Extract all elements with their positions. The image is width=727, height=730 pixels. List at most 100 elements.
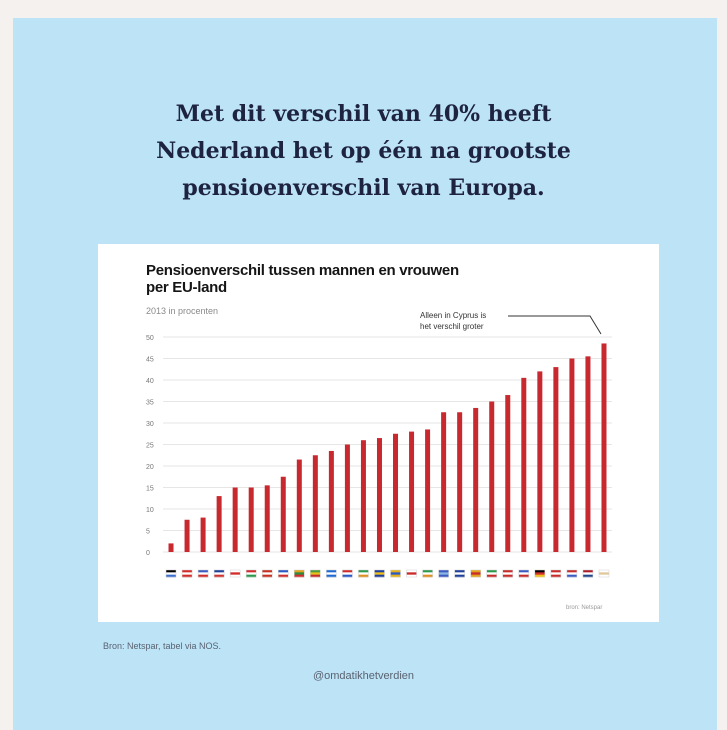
flag-stripe <box>534 570 545 573</box>
flag-stripe <box>182 572 193 575</box>
flag-stripe <box>566 570 577 573</box>
flag-stripe <box>502 570 513 573</box>
bar <box>393 433 399 552</box>
flag-stripe <box>598 570 609 573</box>
country-flag-icon <box>294 569 305 578</box>
flag-stripe <box>326 572 337 575</box>
flag-border <box>582 569 594 578</box>
flag-border <box>566 569 578 578</box>
flag-stripe <box>278 572 289 575</box>
flag-stripe <box>326 570 337 573</box>
country-flag-icon <box>390 569 401 578</box>
flag-stripe <box>550 574 561 578</box>
flag-border <box>358 569 369 578</box>
annotation-leader-line <box>508 315 602 335</box>
flag-stripe <box>294 574 305 578</box>
annotation-line-2: het verschil groter <box>420 322 484 331</box>
flag-stripe <box>406 572 417 575</box>
country-flag-icon <box>165 569 177 578</box>
flag-stripe <box>566 572 577 575</box>
country-flag-icon <box>470 569 481 578</box>
chart-subtitle: 2013 in procenten <box>146 306 219 316</box>
bar <box>216 496 222 552</box>
flag-stripe <box>518 574 529 578</box>
bar <box>521 377 527 552</box>
bar <box>569 358 575 552</box>
flag-stripe <box>438 574 449 578</box>
flag-stripe <box>182 570 193 573</box>
y-tick-label: 0 <box>146 550 150 557</box>
flag-stripe <box>390 572 401 575</box>
flag-border <box>518 569 530 578</box>
flag-border <box>197 569 209 578</box>
headline: Met dit verschil van 40% heeft Nederland… <box>0 96 727 207</box>
flag-stripe <box>422 574 433 578</box>
y-tick-label: 45 <box>146 357 154 364</box>
country-flag-icon <box>245 569 257 578</box>
flag-stripe <box>246 570 257 573</box>
flag-stripe <box>198 574 209 578</box>
flag-stripe <box>422 570 433 573</box>
flag-stripe <box>582 572 593 575</box>
flag-stripe <box>182 574 193 578</box>
country-flag-icon <box>486 569 497 578</box>
country-flag-icon <box>582 569 594 578</box>
flag-stripe <box>374 570 385 573</box>
headline-line-2: Nederland het op één na grootste <box>156 138 571 164</box>
flag-border <box>550 569 562 578</box>
chart-title-line-2: per EU-land <box>146 279 227 296</box>
flag-stripe <box>518 572 529 575</box>
country-flag-icon <box>197 569 209 578</box>
flag-border <box>229 569 241 578</box>
flag-stripe <box>342 572 353 575</box>
flag-border <box>486 569 497 578</box>
bar <box>312 455 318 552</box>
flag-border <box>438 569 449 578</box>
flag-stripe <box>310 570 321 573</box>
flag-border <box>165 569 177 578</box>
flag-stripe <box>438 572 449 575</box>
bar <box>553 367 559 552</box>
country-flag-icon <box>566 569 578 578</box>
flag-stripe <box>262 570 273 573</box>
country-flag-icon <box>422 569 433 578</box>
flag-stripe <box>374 574 385 578</box>
bar <box>232 487 238 552</box>
flag-stripe <box>310 572 321 575</box>
flag-border <box>261 569 273 578</box>
bar <box>585 356 591 552</box>
flag-stripe <box>550 570 561 573</box>
bar <box>473 407 479 552</box>
country-flag-icon <box>358 569 369 578</box>
flag-border <box>470 569 481 578</box>
headline-line-1: Met dit verschil van 40% heeft <box>175 101 552 127</box>
y-tick-label: 15 <box>146 486 154 493</box>
flag-stripe <box>358 574 369 578</box>
country-flag-icon <box>598 569 610 578</box>
flag-stripe <box>502 574 513 578</box>
chart-panel <box>98 244 659 622</box>
country-flag-icon <box>181 569 193 578</box>
bar <box>280 476 286 552</box>
y-tick-label: 30 <box>146 421 154 428</box>
flag-stripe <box>246 574 257 578</box>
y-tick-label: 20 <box>146 464 154 471</box>
bar <box>344 444 350 552</box>
country-flag-icon <box>342 569 353 578</box>
flag-stripe <box>534 572 545 575</box>
flag-stripe <box>598 572 609 575</box>
flag-stripe <box>262 572 273 575</box>
bar <box>376 438 382 552</box>
flag-border <box>310 569 321 578</box>
flag-stripe <box>502 572 513 575</box>
flag-stripe <box>358 570 369 573</box>
flag-stripe <box>406 570 417 573</box>
flag-stripe <box>486 574 497 578</box>
bar <box>425 429 431 552</box>
flag-border <box>213 569 225 578</box>
flag-stripe <box>166 570 177 573</box>
bar <box>328 450 334 552</box>
y-tick-label: 5 <box>146 529 150 536</box>
flag-border <box>342 569 353 578</box>
flag-stripe <box>422 572 433 575</box>
